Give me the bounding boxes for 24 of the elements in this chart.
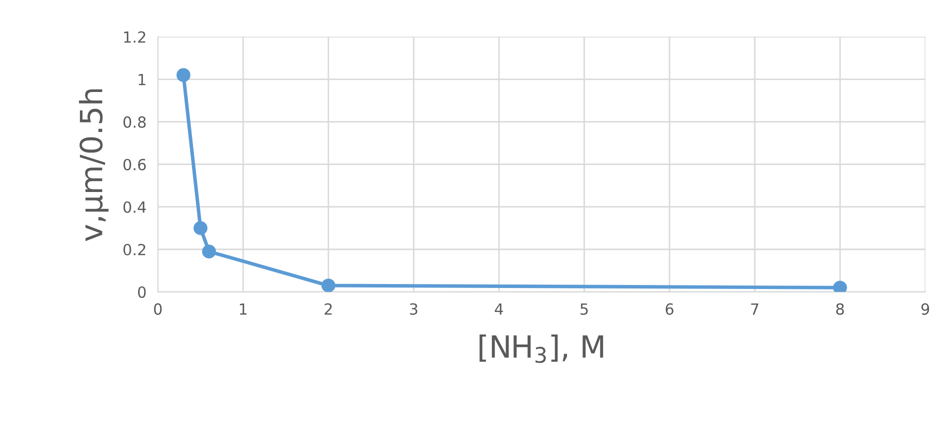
x-tick-label: 3 (410, 303, 418, 315)
y-tick-label: 0 (138, 286, 146, 298)
y-tick-label: 0.2 (123, 244, 146, 256)
y-tick-label: 0.6 (123, 158, 146, 170)
x-tick-label: 7 (751, 303, 758, 315)
y-axis-title: v,µm/0.5h (79, 89, 109, 242)
x-tick-label: 6 (666, 303, 674, 315)
point (321, 278, 336, 292)
y-tick-label: 0.4 (123, 201, 146, 213)
x-tick-label: 1 (240, 303, 247, 315)
y-tick-label: 1.2 (124, 31, 146, 43)
x-tick-label: 8 (836, 303, 844, 315)
x-tick-label: 0 (154, 303, 162, 315)
x-axis-title: [NH$_{3}$], M (480, 334, 604, 363)
y-tick-label: 1 (138, 74, 146, 86)
point (194, 221, 208, 236)
x-tick-label: 4 (494, 303, 503, 315)
point (202, 244, 216, 258)
x-tick-label: 9 (921, 303, 930, 315)
point (176, 68, 190, 82)
y-tick-label: 0.8 (123, 116, 146, 128)
point (833, 280, 847, 292)
x-tick-label: 2 (324, 303, 332, 315)
x-tick-label: 5 (580, 303, 588, 315)
